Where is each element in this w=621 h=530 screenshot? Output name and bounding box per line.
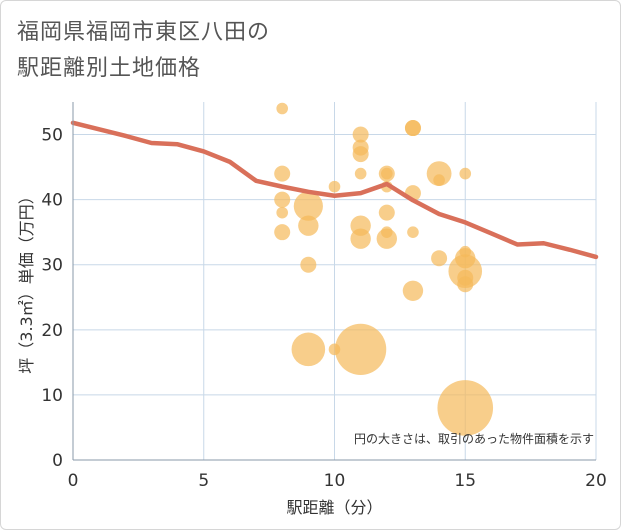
scatter-point [352, 146, 369, 163]
x-axis-title: 駅距離（分） [286, 498, 382, 517]
scatter-point [352, 126, 369, 143]
scatter-point [459, 167, 472, 180]
scatter-point [376, 228, 397, 249]
scatter-point [431, 250, 448, 267]
scatter-point [276, 206, 289, 219]
scatter-point [433, 174, 445, 186]
scatter-point [457, 276, 474, 293]
trend-layer [70, 120, 599, 260]
x-tick-label: 20 [585, 471, 607, 491]
y-tick-label: 30 [41, 256, 63, 276]
x-tick-label: 0 [68, 471, 79, 491]
axes: 0 5 10 15 20 0 10 20 30 40 50 [41, 102, 607, 491]
scatter-point [328, 180, 341, 193]
scatter-point [293, 191, 323, 221]
scatter-point [274, 224, 291, 241]
chart-title: 福岡県福岡市東区八田の 駅距離別土地価格 [17, 15, 270, 87]
scatter-point [437, 380, 494, 436]
scatter-point [402, 280, 424, 301]
y-tick-label: 40 [41, 191, 63, 211]
grid-lines [72, 102, 597, 461]
x-tick-label: 15 [454, 471, 476, 491]
chart-title-line2: 駅距離別土地価格 [17, 56, 202, 81]
x-tick-label: 10 [324, 471, 346, 491]
bubble-size-note: 円の大きさは、取引のあった物件面積を示す [354, 431, 594, 446]
y-tick-label: 50 [41, 126, 63, 146]
y-tick-label: 10 [41, 386, 63, 406]
scatter-point [354, 167, 367, 180]
scatter-point [350, 228, 371, 249]
scatter-point [276, 102, 289, 115]
trend-line [70, 120, 599, 260]
scatter-point [335, 323, 387, 375]
scatter-point [381, 167, 393, 180]
scatter-point [404, 120, 421, 137]
scatter-point [274, 191, 291, 208]
scatter-point [426, 161, 452, 187]
x-tick-label: 5 [198, 471, 209, 491]
chart-title-line1: 福岡県福岡市東区八田の [17, 20, 271, 45]
scatter-point [378, 204, 395, 221]
scatter-point [407, 226, 419, 238]
scatter-point [298, 215, 319, 236]
scatter-point [300, 256, 317, 273]
y-tick-label: 20 [41, 321, 63, 341]
bubble-layer [274, 102, 494, 436]
y-tick-label: 0 [52, 451, 63, 471]
scatter-point [291, 332, 326, 367]
y-axis-title: 坪（3.3㎡）単価（万円） [17, 188, 36, 373]
scatter-point [274, 165, 291, 182]
